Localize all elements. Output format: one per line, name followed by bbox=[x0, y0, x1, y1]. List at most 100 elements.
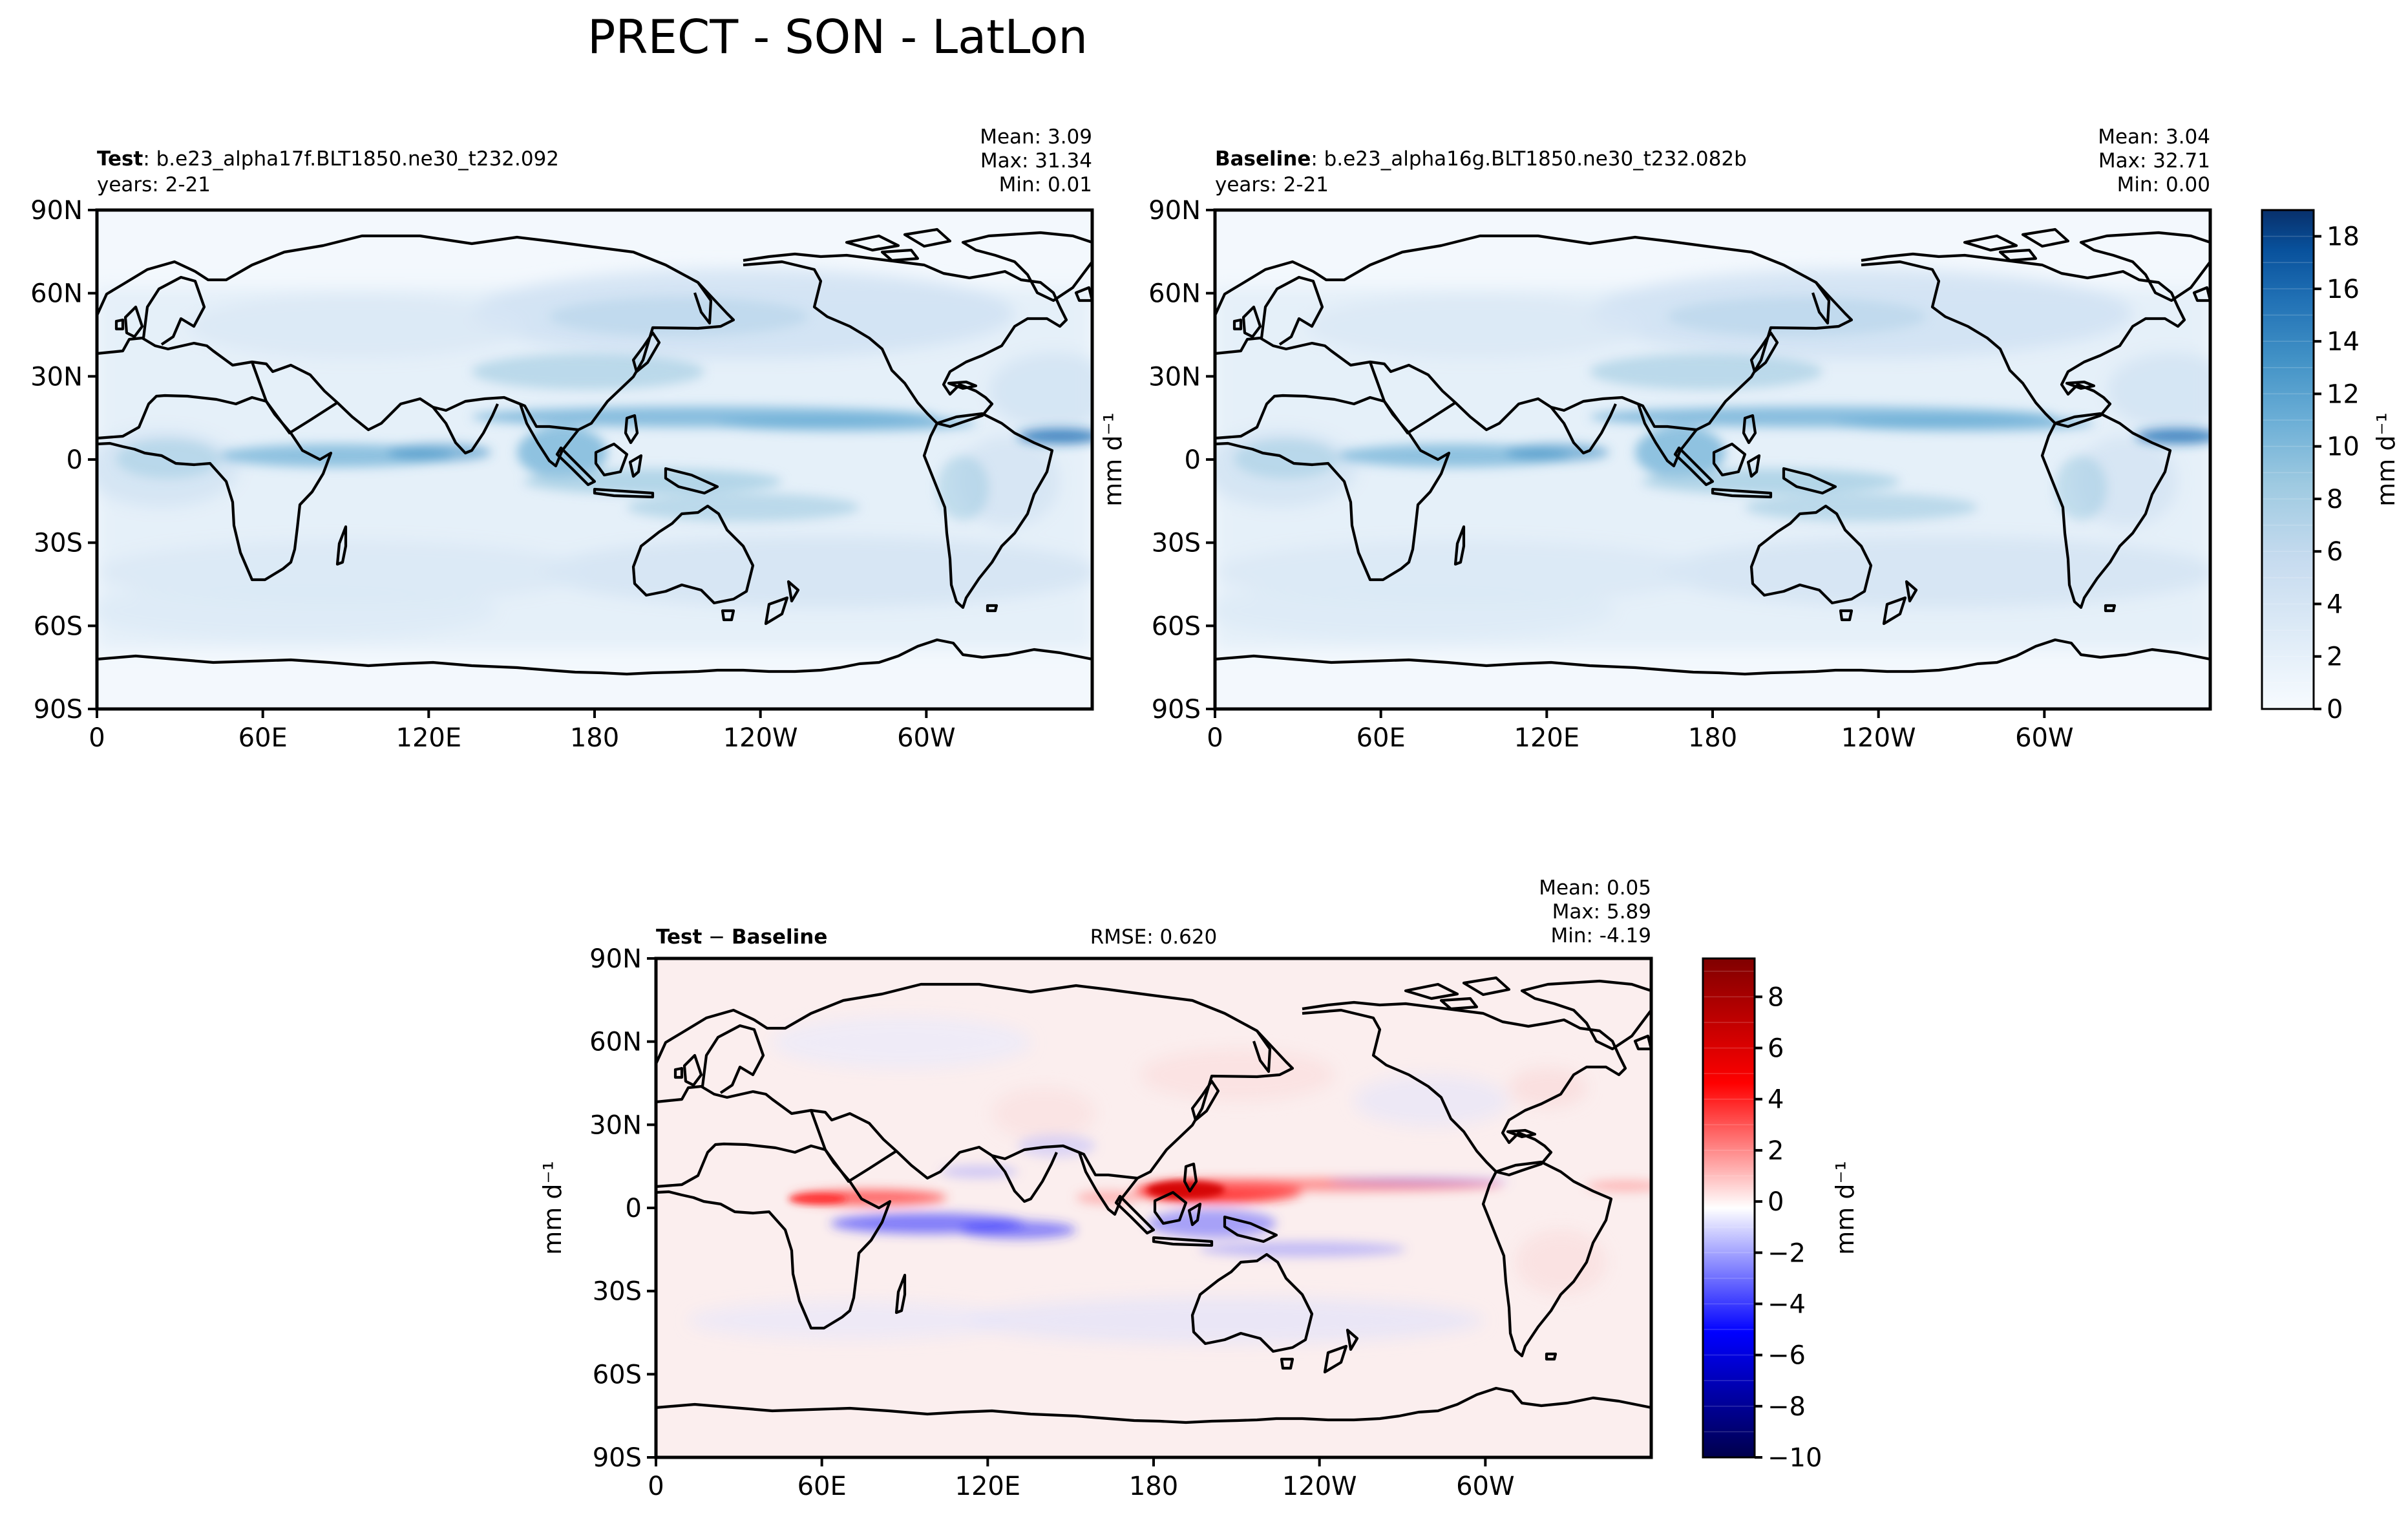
blues-colorbar-tick-label: 2 bbox=[2327, 642, 2343, 672]
test-ytick-label: 30S bbox=[34, 529, 83, 558]
difference-ytick-label: 0 bbox=[626, 1194, 642, 1223]
difference-ylabel: mm d⁻¹ bbox=[538, 1161, 567, 1255]
baseline-ytick-label: 30N bbox=[1148, 362, 1201, 392]
baseline-panel-title: Baseline: b.e23_alpha16g.BLT1850.ne30_t2… bbox=[1215, 147, 1747, 171]
difference-ytick-label: 30S bbox=[593, 1277, 642, 1307]
baseline-axes: 0 60E 120E 180 120W 60W 90N 60N 30N 0 30S 60S 90S bbox=[1148, 196, 2073, 753]
blues-colorbar-tick-label: 6 bbox=[2327, 537, 2343, 567]
test-xtick-label: 60E bbox=[238, 723, 288, 753]
difference-axes: 0 60E 120E 180 120W 60W 90N 60N 30N 0 30S 60S 90S bbox=[589, 944, 1514, 1501]
blues-colorbar-tick-label: 0 bbox=[2327, 695, 2343, 724]
test-ytick-label: 60N bbox=[30, 279, 83, 309]
seismic-colorbar-tick-label: −10 bbox=[1768, 1443, 1822, 1473]
baseline-years: years: 2-21 bbox=[1215, 173, 1329, 196]
blues-colorbar-frame bbox=[2261, 209, 2315, 710]
difference-ytick-label: 60S bbox=[593, 1360, 642, 1390]
difference-baseline-label: Baseline bbox=[732, 925, 827, 949]
difference-xtick-label: 60E bbox=[797, 1472, 847, 1501]
seismic-colorbar-tick-label: −2 bbox=[1768, 1238, 1806, 1268]
baseline-ytick-label: 60S bbox=[1152, 611, 1201, 641]
seismic-colorbar-frame bbox=[1702, 957, 1756, 1459]
test-mean: Mean: 3.09 bbox=[980, 125, 1092, 149]
baseline-ytick-label: 90N bbox=[1148, 196, 1201, 226]
baseline-xtick-label: 60E bbox=[1357, 723, 1406, 753]
baseline-ytick-label: 30S bbox=[1152, 529, 1201, 558]
seismic-colorbar-ticks: −10 −8 −6 −4 −2 0 2 4 6 8 bbox=[1755, 982, 1822, 1473]
test-label: Test bbox=[97, 147, 143, 171]
baseline-xtick-label: 0 bbox=[1207, 723, 1223, 753]
test-ytick-label: 90N bbox=[30, 196, 83, 226]
blues-colorbar-tick-label: 4 bbox=[2327, 589, 2343, 619]
test-min: Min: 0.01 bbox=[999, 173, 1092, 196]
test-panel-title: Test: b.e23_alpha17f.BLT1850.ne30_t232.0… bbox=[97, 147, 559, 171]
blues-colorbar-tick-label: 10 bbox=[2327, 432, 2360, 462]
baseline-xtick-label: 120W bbox=[1841, 723, 1916, 753]
baseline-label: Baseline bbox=[1215, 147, 1311, 171]
difference-map bbox=[656, 958, 1664, 1457]
blues-colorbar-tick-label: 16 bbox=[2327, 275, 2360, 304]
seismic-colorbar-tick-label: −6 bbox=[1768, 1341, 1806, 1371]
difference-ytick-label: 90S bbox=[593, 1443, 642, 1473]
difference-panel-title: Test − Baseline bbox=[656, 925, 827, 949]
test-case-name: : b.e23_alpha17f.BLT1850.ne30_t232.092 bbox=[143, 147, 559, 171]
figure-title: PRECT - SON - LatLon bbox=[587, 10, 1088, 64]
baseline-ytick-label: 0 bbox=[1185, 445, 1201, 475]
seismic-colorbar-tick-label: 4 bbox=[1768, 1085, 1784, 1115]
test-xtick-label: 60W bbox=[897, 723, 955, 753]
test-years: years: 2-21 bbox=[97, 173, 211, 196]
difference-ytick-label: 30N bbox=[589, 1110, 642, 1140]
difference-minus: − bbox=[702, 925, 732, 949]
blues-colorbar-label: mm d⁻¹ bbox=[2372, 412, 2400, 507]
difference-max: Max: 5.89 bbox=[1552, 900, 1651, 924]
difference-xtick-label: 120E bbox=[955, 1472, 1021, 1501]
test-ytick-label: 0 bbox=[67, 445, 83, 475]
seismic-colorbar-tick-label: −8 bbox=[1768, 1392, 1806, 1422]
difference-xtick-label: 180 bbox=[1129, 1472, 1178, 1501]
test-ytick-label: 90S bbox=[34, 695, 83, 724]
test-ytick-label: 60S bbox=[34, 611, 83, 641]
baseline-xtick-label: 60W bbox=[2015, 723, 2073, 753]
blues-colorbar-levels bbox=[2262, 235, 2314, 684]
test-ylabel: mm d⁻¹ bbox=[1099, 412, 1127, 507]
seismic-colorbar bbox=[1703, 958, 1755, 1457]
blues-colorbar-tick-label: 8 bbox=[2327, 485, 2343, 514]
blues-colorbar bbox=[2262, 210, 2314, 709]
difference-ytick-label: 60N bbox=[589, 1028, 642, 1057]
blues-colorbar-ticks: 0 2 4 6 8 10 12 14 16 18 bbox=[2314, 222, 2360, 724]
baseline-min: Min: 0.00 bbox=[2117, 173, 2210, 196]
test-xtick-label: 120E bbox=[396, 723, 462, 753]
baseline-xtick-label: 180 bbox=[1688, 723, 1737, 753]
baseline-ytick-label: 60N bbox=[1148, 279, 1201, 309]
difference-test-label: Test bbox=[656, 925, 702, 949]
blues-colorbar-tick-label: 12 bbox=[2327, 379, 2360, 409]
baseline-xtick-label: 120E bbox=[1514, 723, 1580, 753]
baseline-mean: Mean: 3.04 bbox=[2098, 125, 2210, 149]
seismic-colorbar-tick-label: 8 bbox=[1768, 982, 1784, 1012]
test-panel: Test: b.e23_alpha17f.BLT1850.ne30_t232.0… bbox=[30, 125, 1127, 753]
blues-colorbar-tick-label: 14 bbox=[2327, 327, 2360, 357]
test-xtick-label: 120W bbox=[723, 723, 798, 753]
seismic-colorbar-label: mm d⁻¹ bbox=[1831, 1161, 1859, 1255]
test-axes: 0 60E 120E 180 120W 60W 90N 60N 30N 0 30S 60S 90S bbox=[30, 196, 955, 753]
test-map bbox=[84, 210, 1118, 709]
difference-xtick-label: 60W bbox=[1456, 1472, 1514, 1501]
difference-xtick-label: 0 bbox=[648, 1472, 664, 1501]
baseline-case-name: : b.e23_alpha16g.BLT1850.ne30_t232.082b bbox=[1311, 147, 1746, 171]
baseline-ytick-label: 90S bbox=[1152, 695, 1201, 724]
seismic-colorbar-levels bbox=[1703, 971, 1755, 1433]
seismic-colorbar-tick-label: 2 bbox=[1768, 1136, 1784, 1166]
test-xtick-label: 0 bbox=[89, 723, 105, 753]
difference-xtick-label: 120W bbox=[1282, 1472, 1357, 1501]
test-ytick-label: 30N bbox=[30, 362, 83, 392]
test-max: Max: 31.34 bbox=[980, 149, 1092, 173]
baseline-map bbox=[1202, 210, 2236, 709]
difference-mean: Mean: 0.05 bbox=[1539, 876, 1651, 900]
test-xtick-label: 180 bbox=[570, 723, 619, 753]
seismic-colorbar-tick-label: −4 bbox=[1768, 1289, 1806, 1319]
baseline-max: Max: 32.71 bbox=[2098, 149, 2210, 173]
difference-panel: Test − Baseline RMSE: 0.620 Mean: 0.05 M… bbox=[538, 876, 1859, 1501]
baseline-panel: Baseline: b.e23_alpha16g.BLT1850.ne30_t2… bbox=[1148, 125, 2400, 753]
difference-ytick-label: 90N bbox=[589, 944, 642, 974]
blues-colorbar-tick-label: 18 bbox=[2327, 222, 2360, 252]
